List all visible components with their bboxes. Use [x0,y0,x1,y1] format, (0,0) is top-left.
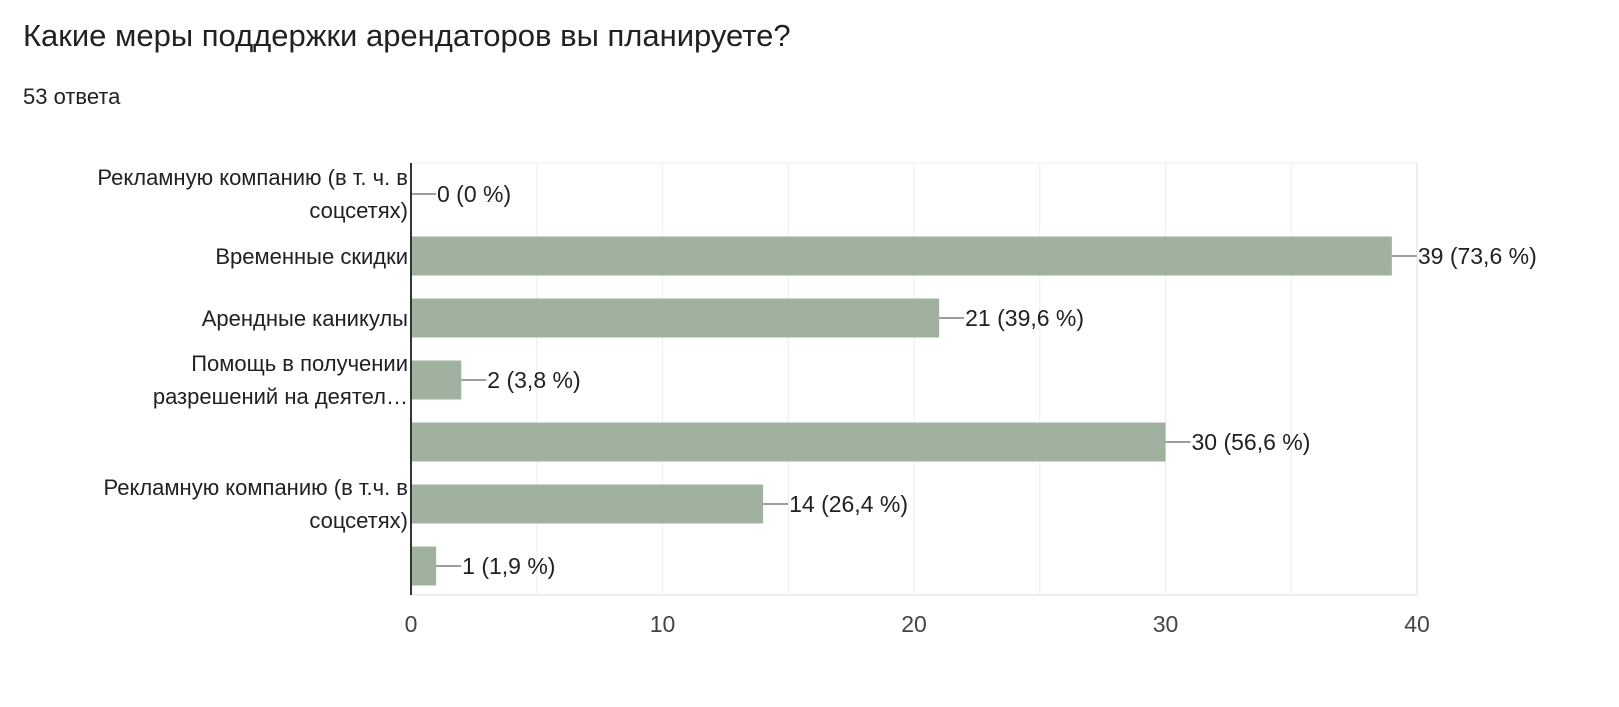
chart-title: Какие меры поддержки арендаторов вы план… [23,18,791,53]
data-label: 14 (26,4 %) [789,491,908,517]
category-label-line: соцсетях) [309,508,408,533]
bar [411,484,764,524]
data-label: 1 (1,9 %) [462,553,555,579]
category-label: Арендные каникулы [13,302,408,335]
x-tick-label: 20 [901,611,927,637]
data-label: 21 (39,6 %) [965,305,1084,331]
data-label: 30 (56,6 %) [1192,429,1311,455]
category-label-line: Временные скидки [215,243,408,269]
category-label: Рекламную компанию (в т. ч. в соцсетях) [13,161,408,227]
category-label-line: соцсетях) [309,198,408,223]
category-label-line: Помощь в получении [191,351,408,376]
category-label-line: разрешений на деятел… [152,384,408,409]
x-tick-label: 10 [650,611,676,637]
x-tick-label: 0 [405,611,418,637]
category-label-line: Рекламную компанию (в т.ч. в [103,475,408,500]
bar [411,546,437,586]
bar [411,298,940,338]
category-label: Временные скидки [13,240,408,273]
bar [411,360,462,400]
x-tick-label: 30 [1153,611,1179,637]
data-label: 39 (73,6 %) [1418,243,1537,269]
category-label: Помощь в получении разрешений на деятел… [13,347,408,413]
bar [411,422,1166,462]
x-tick-label: 40 [1404,611,1430,637]
category-label: Рекламную компанию (в т.ч. в соцсетях) [13,471,408,537]
data-label: 0 (0 %) [437,181,511,207]
bar [411,236,1392,276]
data-label: 2 (3,8 %) [487,367,580,393]
category-label-line: Рекламную компанию (в т. ч. в [97,165,408,190]
response-count: 53 ответа [23,84,121,109]
category-label-line: Арендные каникулы [201,305,408,331]
